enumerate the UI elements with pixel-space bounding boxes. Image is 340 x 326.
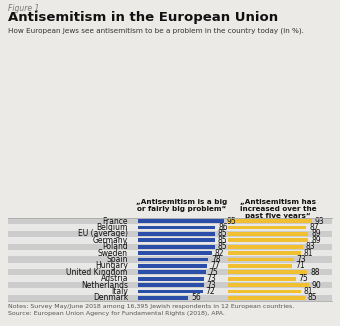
FancyBboxPatch shape xyxy=(138,277,204,280)
FancyBboxPatch shape xyxy=(138,251,212,255)
Text: 86: 86 xyxy=(218,223,228,232)
Text: 85: 85 xyxy=(218,230,227,238)
FancyBboxPatch shape xyxy=(8,295,332,301)
FancyBboxPatch shape xyxy=(228,245,303,249)
Text: 85: 85 xyxy=(218,242,227,251)
FancyBboxPatch shape xyxy=(8,244,332,250)
Text: Netherlands: Netherlands xyxy=(81,281,128,289)
FancyBboxPatch shape xyxy=(138,239,215,242)
Text: Antisemitism in the European Union: Antisemitism in the European Union xyxy=(8,11,278,24)
FancyBboxPatch shape xyxy=(228,251,301,255)
FancyBboxPatch shape xyxy=(228,226,306,230)
Text: 78: 78 xyxy=(211,255,221,264)
FancyBboxPatch shape xyxy=(138,283,204,287)
FancyBboxPatch shape xyxy=(8,263,332,269)
FancyBboxPatch shape xyxy=(8,218,332,301)
FancyBboxPatch shape xyxy=(228,271,307,274)
Text: Italy: Italy xyxy=(111,287,128,296)
FancyBboxPatch shape xyxy=(138,296,188,300)
Text: Figure 1: Figure 1 xyxy=(8,4,39,13)
Text: Hungary: Hungary xyxy=(95,261,128,270)
FancyBboxPatch shape xyxy=(138,245,215,249)
FancyBboxPatch shape xyxy=(138,219,223,223)
FancyBboxPatch shape xyxy=(8,231,332,237)
FancyBboxPatch shape xyxy=(8,237,332,244)
FancyBboxPatch shape xyxy=(8,224,332,231)
Text: EU (average): EU (average) xyxy=(78,230,128,238)
FancyBboxPatch shape xyxy=(8,275,332,282)
Text: Poland: Poland xyxy=(102,242,128,251)
Text: 88: 88 xyxy=(310,268,320,277)
Text: United Kingdom: United Kingdom xyxy=(67,268,128,277)
Text: 87: 87 xyxy=(309,223,319,232)
Text: 71: 71 xyxy=(295,261,305,270)
Text: Germany: Germany xyxy=(93,236,128,245)
Text: Notes: Survey May/June 2018 among 16,395 Jewish respondents in 12 European count: Notes: Survey May/June 2018 among 16,395… xyxy=(8,304,294,316)
Text: 89: 89 xyxy=(311,236,321,245)
Text: 72: 72 xyxy=(206,287,216,296)
FancyBboxPatch shape xyxy=(228,283,309,287)
Text: 85: 85 xyxy=(307,293,317,302)
Text: 81: 81 xyxy=(304,249,313,258)
FancyBboxPatch shape xyxy=(228,219,312,223)
Text: 82: 82 xyxy=(215,249,224,258)
FancyBboxPatch shape xyxy=(228,258,294,261)
Text: How European Jews see antisemitism to be a problem in the country today (in %).: How European Jews see antisemitism to be… xyxy=(8,27,304,34)
FancyBboxPatch shape xyxy=(228,289,301,293)
FancyBboxPatch shape xyxy=(228,264,292,268)
Text: Spain: Spain xyxy=(106,255,128,264)
FancyBboxPatch shape xyxy=(138,271,205,274)
FancyBboxPatch shape xyxy=(228,277,295,280)
Text: 93: 93 xyxy=(315,217,324,226)
Text: Belgium: Belgium xyxy=(97,223,128,232)
FancyBboxPatch shape xyxy=(138,232,215,236)
FancyBboxPatch shape xyxy=(228,296,305,300)
Text: 56: 56 xyxy=(191,293,201,302)
Text: 90: 90 xyxy=(312,281,322,289)
Text: Sweden: Sweden xyxy=(98,249,128,258)
FancyBboxPatch shape xyxy=(228,232,308,236)
FancyBboxPatch shape xyxy=(138,258,208,261)
FancyBboxPatch shape xyxy=(228,239,308,242)
Text: France: France xyxy=(102,217,128,226)
Text: 73: 73 xyxy=(207,281,217,289)
Text: 73: 73 xyxy=(297,255,306,264)
Text: 75: 75 xyxy=(208,268,218,277)
Text: „Antisemitism has
increased over the
past five years“: „Antisemitism has increased over the pas… xyxy=(240,199,316,219)
Text: 83: 83 xyxy=(306,242,315,251)
FancyBboxPatch shape xyxy=(8,218,332,224)
FancyBboxPatch shape xyxy=(8,282,332,288)
Text: 73: 73 xyxy=(207,274,217,283)
Text: Austria: Austria xyxy=(101,274,128,283)
FancyBboxPatch shape xyxy=(138,289,203,293)
FancyBboxPatch shape xyxy=(8,288,332,295)
Text: 81: 81 xyxy=(304,287,313,296)
FancyBboxPatch shape xyxy=(138,226,216,230)
FancyBboxPatch shape xyxy=(8,269,332,275)
Text: Denmark: Denmark xyxy=(93,293,128,302)
Text: 77: 77 xyxy=(210,261,220,270)
Text: 89: 89 xyxy=(311,230,321,238)
Text: 95: 95 xyxy=(226,217,236,226)
Text: 75: 75 xyxy=(299,274,308,283)
FancyBboxPatch shape xyxy=(8,256,332,263)
Text: „Antisemitism is a big
or fairly big problem“: „Antisemitism is a big or fairly big pro… xyxy=(136,199,227,212)
Text: 85: 85 xyxy=(218,236,227,245)
FancyBboxPatch shape xyxy=(138,264,207,268)
FancyBboxPatch shape xyxy=(8,250,332,256)
